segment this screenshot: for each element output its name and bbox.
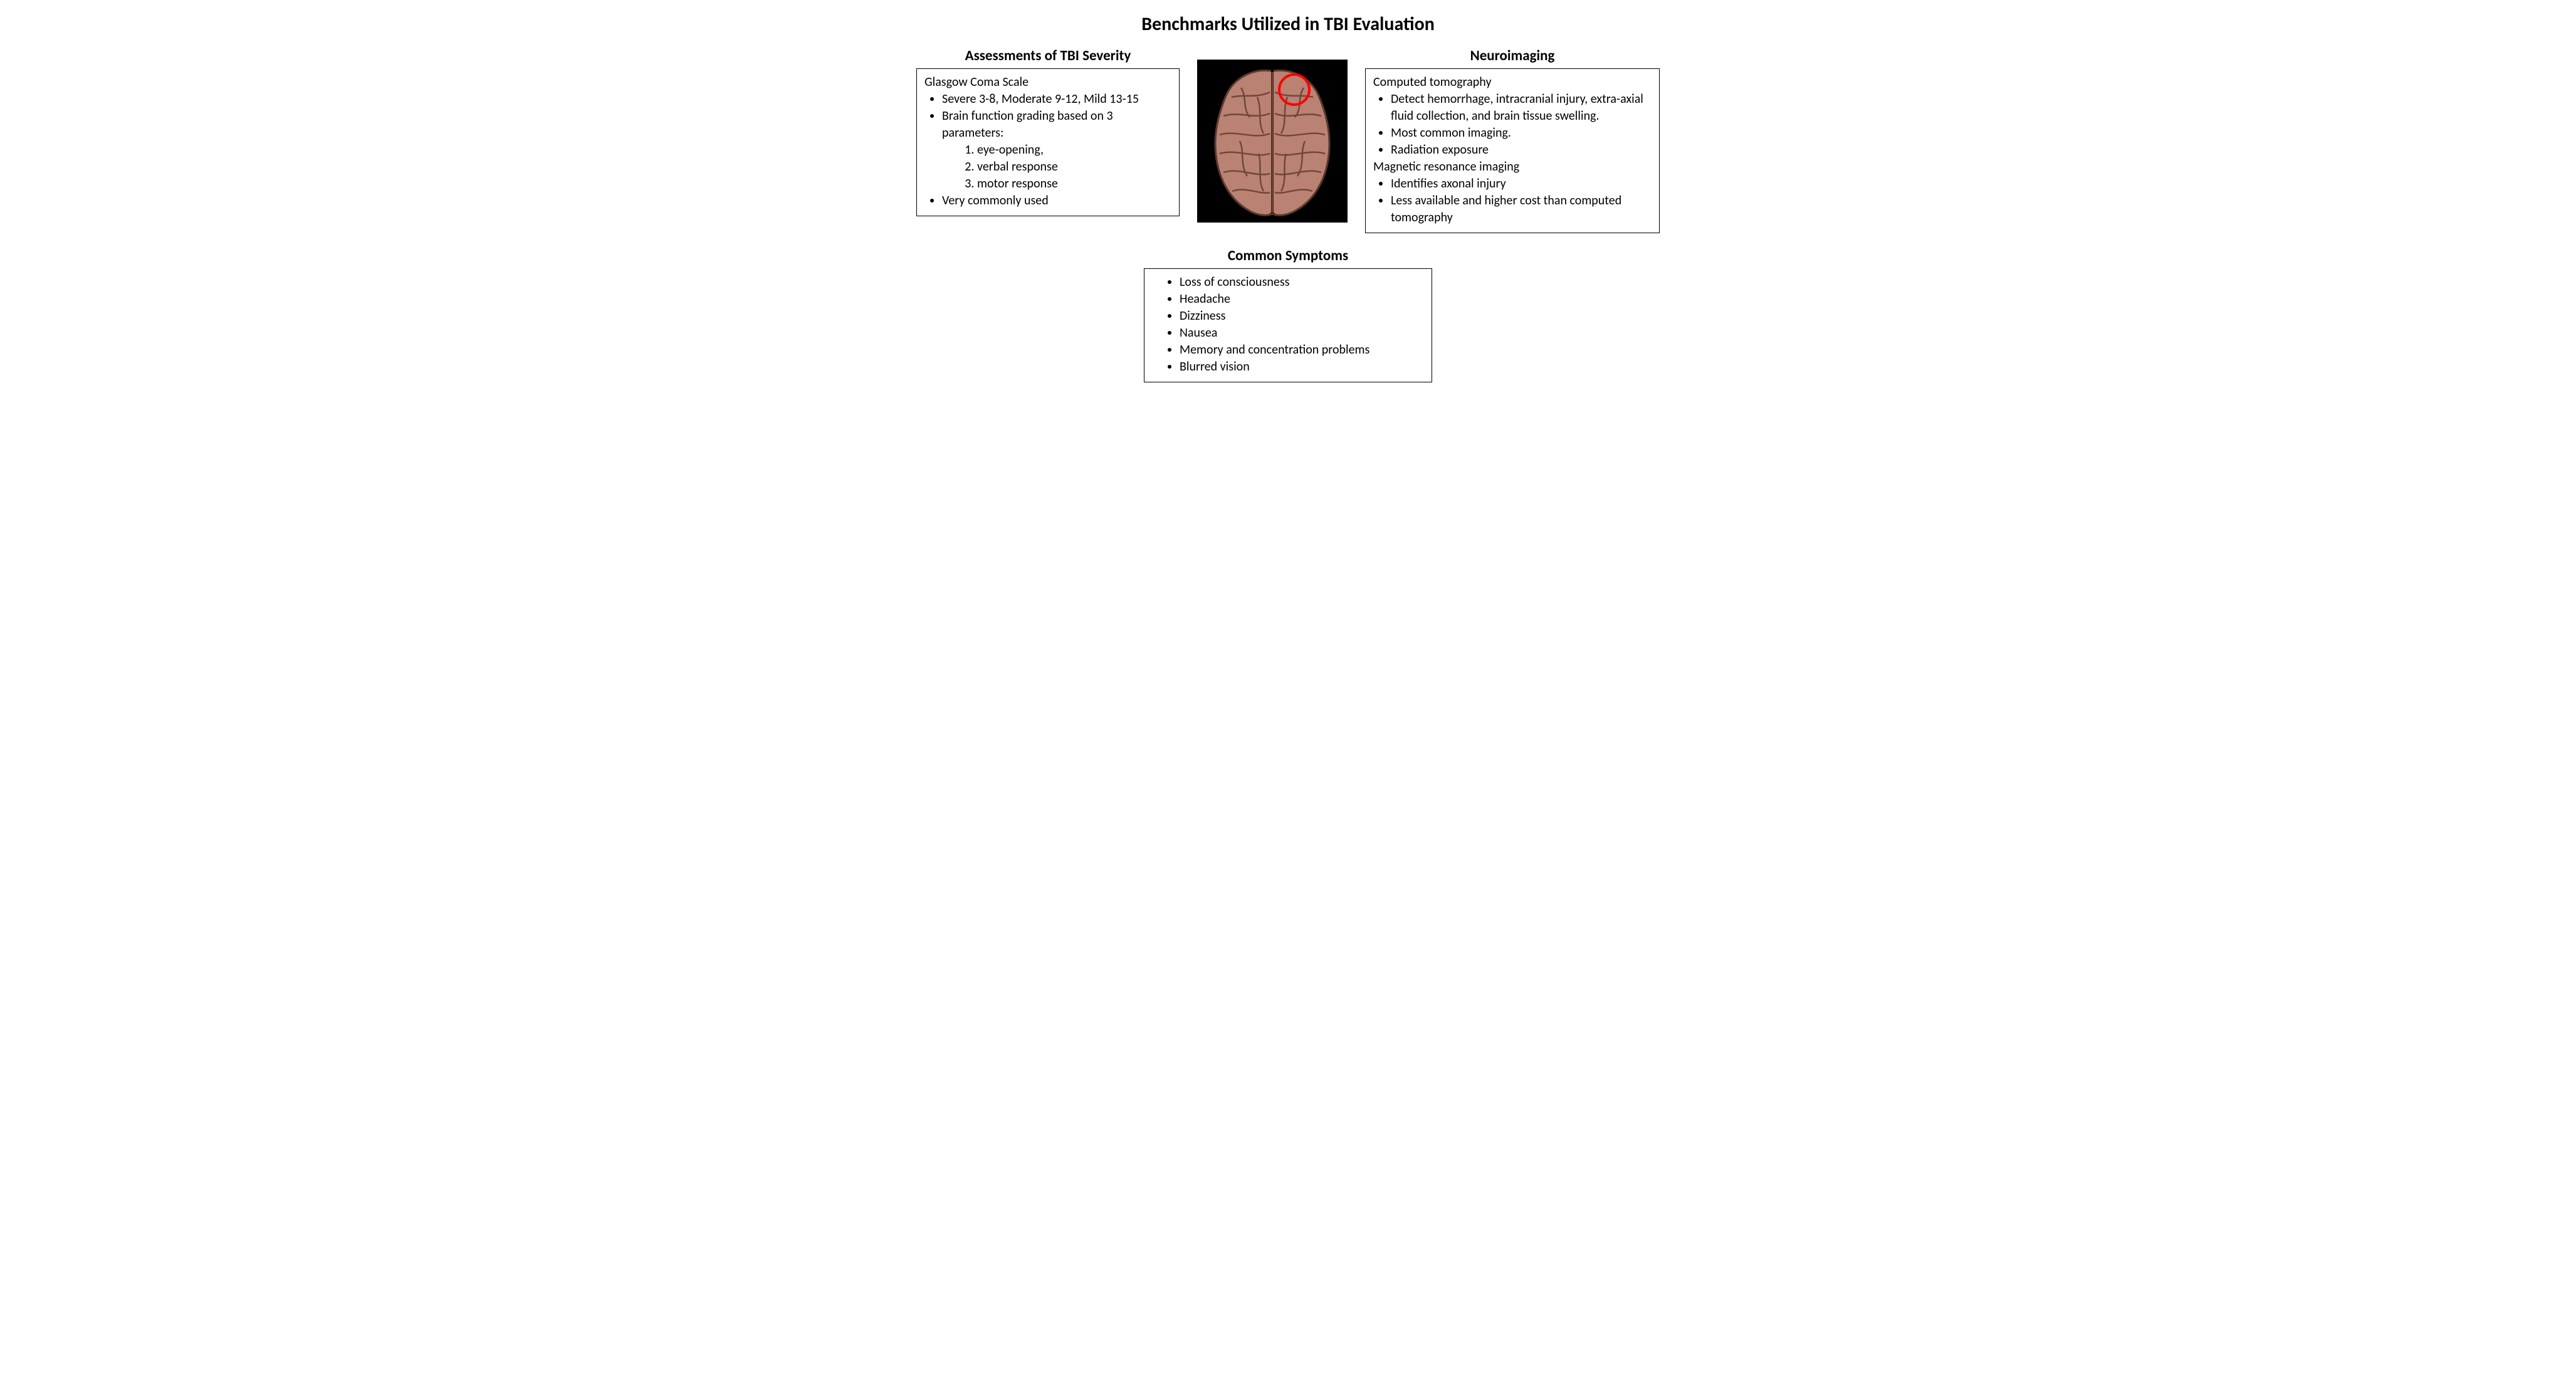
severity-parameters-list: eye-opening, verbal response motor respo… (942, 142, 1171, 192)
severity-box: Glasgow Coma Scale Severe 3-8, Moderate … (916, 68, 1180, 216)
ct-lead: Computed tomography (1373, 74, 1652, 91)
severity-bullets: Severe 3-8, Moderate 9-12, Mild 13-15 Br… (924, 91, 1171, 209)
mri-bullet-1: Identifies axonal injury (1391, 176, 1652, 192)
brain-illustration-wrap (1191, 47, 1354, 223)
symptom-1: Loss of consciousness (1180, 274, 1424, 291)
severity-bullet-2: Brain function grading based on 3 parame… (942, 108, 1171, 192)
mri-bullet-2: Less available and higher cost than comp… (1391, 192, 1652, 226)
severity-param-2: verbal response (977, 159, 1171, 176)
mri-bullets: Identifies axonal injury Less available … (1373, 176, 1652, 226)
symptom-4: Nausea (1180, 325, 1424, 342)
neuroimaging-column: Neuroimaging Computed tomography Detect … (1365, 47, 1660, 233)
symptoms-box: Loss of consciousness Headache Dizziness… (1144, 268, 1432, 382)
top-grid: Assessments of TBI Severity Glasgow Coma… (912, 47, 1664, 233)
severity-column: Assessments of TBI Severity Glasgow Coma… (916, 47, 1180, 216)
ct-bullet-1: Detect hemorrhage, intracranial injury, … (1391, 91, 1652, 125)
main-title: Benchmarks Utilized in TBI Evaluation (912, 13, 1664, 36)
ct-bullet-3: Radiation exposure (1391, 142, 1652, 159)
severity-bullet-3: Very commonly used (942, 192, 1171, 209)
symptom-6: Blurred vision (1180, 359, 1424, 375)
severity-bullet-2-text: Brain function grading based on 3 parame… (942, 108, 1113, 140)
severity-lead: Glasgow Coma Scale (924, 74, 1171, 91)
ct-bullet-2: Most common imaging. (1391, 125, 1652, 142)
symptoms-list: Loss of consciousness Headache Dizziness… (1162, 274, 1424, 375)
severity-param-1: eye-opening, (977, 142, 1171, 159)
brain-icon (1197, 60, 1348, 223)
mri-lead: Magnetic resonance imaging (1373, 159, 1652, 176)
symptom-3: Dizziness (1180, 308, 1424, 325)
symptom-5: Memory and concentration problems (1180, 342, 1424, 359)
severity-title: Assessments of TBI Severity (916, 47, 1180, 65)
symptom-2: Headache (1180, 291, 1424, 308)
symptoms-section: Common Symptoms Loss of consciousness He… (912, 247, 1664, 382)
neuroimaging-title: Neuroimaging (1365, 47, 1660, 65)
ct-bullets: Detect hemorrhage, intracranial injury, … (1373, 91, 1652, 159)
severity-bullet-1: Severe 3-8, Moderate 9-12, Mild 13-15 (942, 91, 1171, 108)
neuroimaging-box: Computed tomography Detect hemorrhage, i… (1365, 68, 1660, 233)
severity-param-3: motor response (977, 176, 1171, 192)
symptoms-title: Common Symptoms (1228, 247, 1348, 265)
